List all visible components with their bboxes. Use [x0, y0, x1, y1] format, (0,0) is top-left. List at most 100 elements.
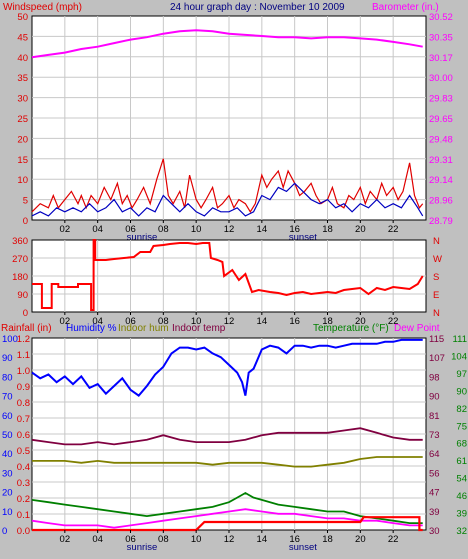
y-rain-tick-label: 0.7	[17, 414, 30, 425]
x-tick-label: 08	[158, 534, 169, 545]
y-humidity-tick-label: 0	[2, 526, 7, 537]
y-temp-inner-tick-label: 73	[429, 430, 440, 441]
ticks-wind: 0 5 10 15 20 25 30 35 40 45 50 28.79 28.96 29.14 29.31…	[17, 12, 452, 243]
y-left-tick-label: 35	[17, 73, 28, 84]
x-tick-label: 22	[388, 224, 399, 235]
y-temp-tick-label: 46	[456, 491, 467, 502]
y-temp-tick-label: 82	[456, 404, 467, 415]
y-left-tick-label: 0	[23, 308, 28, 319]
y-temp-inner-tick-label: 81	[429, 411, 440, 422]
series-line-direction	[32, 239, 424, 311]
x-tick-label: 10	[191, 316, 202, 327]
y-rain-tick-label: 0.0	[17, 526, 30, 537]
y-humidity-tick-label: 20	[2, 488, 13, 499]
series-line-wind_avg	[31, 182, 424, 217]
chart-title: 24 hour graph day : November 10 2009	[170, 2, 345, 13]
series-line-humidity	[31, 338, 423, 397]
y-rain-tick-label: 0.4	[17, 462, 30, 473]
series-line-indoor_hum	[32, 456, 423, 468]
y-rain-tick-label: 1.0	[17, 366, 30, 377]
x-tick-label: 08	[158, 316, 169, 327]
x-tick-label: 20	[355, 224, 366, 235]
series-wind	[31, 29, 424, 217]
x-tick-label: 14	[257, 534, 268, 545]
y-humidity-tick-label: 10	[2, 507, 13, 518]
y-left-tick-label: 30	[17, 94, 28, 105]
x-tick-label: 06	[125, 224, 136, 235]
y-rain-tick-label: 0.3	[17, 478, 30, 489]
x-tick-label: 04	[92, 316, 103, 327]
y-humidity-tick-label: 60	[2, 411, 13, 422]
y-temp-inner-tick-label: 47	[429, 488, 440, 499]
label-indoor-hum: Indoor hum	[118, 323, 169, 334]
y-left-tick-label: 360	[12, 236, 28, 247]
grid-wind	[32, 16, 426, 220]
y-left-tick-label: 180	[12, 272, 28, 283]
y-temp-inner-tick-label: 107	[429, 353, 445, 364]
y-left-tick-label: 0	[23, 216, 28, 227]
y-right-tick-label: 30.00	[429, 73, 453, 84]
panel-humidity-temp: 0 10 20 30 40 50 60 70 80 90 100 0.0 0.1 0.2 0.3 0.4 0.5…	[1, 323, 467, 553]
label-rainfall: Rainfall (in)	[1, 323, 52, 334]
x-tick-label: 16	[289, 316, 300, 327]
x-tick-label: 16	[289, 224, 300, 235]
sun-label: sunset	[289, 542, 317, 553]
y-humidity-tick-label: 90	[2, 353, 13, 364]
x-tick-label: 02	[60, 534, 71, 545]
sun-label: sunset	[289, 232, 317, 243]
y-temp-tick-label: 61	[456, 456, 467, 467]
y-humidity-tick-label: 40	[2, 449, 13, 460]
series-line-indoor_temp	[31, 427, 423, 446]
ticks-humidity-temp: 0 10 20 30 40 50 60 70 80 90 100 0.0 0.1 0.2 0.3 0.4 0.5…	[2, 334, 467, 553]
x-tick-label: 20	[355, 534, 366, 545]
series-direction	[32, 239, 424, 311]
y-right-tick-label: 28.79	[429, 216, 453, 227]
y-right-tick-label: 29.48	[429, 134, 453, 145]
y-left-tick-label: 10	[17, 175, 28, 186]
x-tick-label: 12	[224, 316, 235, 327]
y-left-tick-label: 15	[17, 155, 28, 166]
y-rain-tick-label: 0.5	[17, 446, 30, 457]
x-tick-label: 12	[224, 224, 235, 235]
y-temp-tick-label: 39	[456, 509, 467, 520]
y-temp-inner-tick-label: 56	[429, 468, 440, 479]
x-tick-label: 18	[322, 534, 333, 545]
grid-direction	[32, 240, 426, 312]
y-temp-inner-tick-label: 90	[429, 392, 440, 403]
y-temp-tick-label: 104	[451, 351, 467, 362]
y-rain-tick-label: 0.9	[17, 382, 30, 393]
series-line-barometer	[31, 29, 423, 59]
x-tick-label: 04	[92, 534, 103, 545]
series-line-wind_gust	[31, 158, 424, 213]
sun-label: sunrise	[127, 542, 158, 553]
x-tick-label: 22	[388, 316, 399, 327]
y-right-tick-label: 29.65	[429, 114, 453, 125]
y-right-tick-label: 30.35	[429, 32, 453, 43]
compass-tick-label: S	[433, 272, 439, 283]
y-temp-tick-label: 54	[456, 474, 467, 485]
y-left-tick-label: 270	[12, 254, 28, 265]
x-tick-label: 14	[257, 316, 268, 327]
label-dew-point: Dew Point	[394, 323, 440, 334]
label-barometer: Barometer (in.)	[372, 2, 439, 13]
x-tick-label: 02	[60, 316, 71, 327]
x-tick-label: 04	[92, 224, 103, 235]
x-tick-label: 20	[355, 316, 366, 327]
y-humidity-tick-label: 50	[2, 430, 13, 441]
y-temp-inner-tick-label: 64	[429, 449, 440, 460]
grid-humidity-temp	[32, 338, 426, 530]
y-rain-tick-label: 0.6	[17, 430, 30, 441]
y-left-tick-label: 50	[17, 12, 28, 23]
y-left-tick-label: 90	[17, 290, 28, 301]
compass-tick-label: E	[433, 290, 439, 301]
y-left-tick-label: 20	[17, 134, 28, 145]
y-left-tick-label: 45	[17, 32, 28, 43]
y-left-tick-label: 40	[17, 53, 28, 64]
y-temp-inner-tick-label: 115	[429, 334, 444, 345]
y-temp-tick-label: 32	[456, 526, 467, 537]
x-tick-label: 18	[322, 316, 333, 327]
x-tick-label: 10	[191, 534, 202, 545]
x-tick-label: 06	[125, 534, 136, 545]
